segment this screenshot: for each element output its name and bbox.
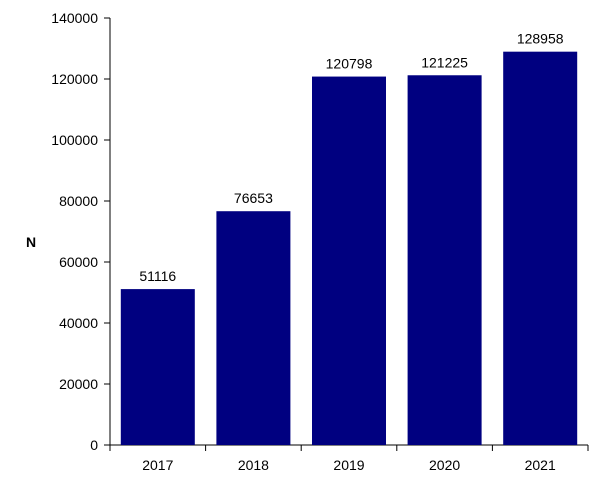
y-tick-label: 40000 [59,315,98,331]
data-label-2018: 76653 [234,190,273,206]
y-tick-label: 60000 [59,254,98,270]
bar-2021 [503,51,578,445]
y-axis: 0 20000 40000 60000 80000 100000 120000 140000 [51,10,111,453]
y-tick-label: 80000 [59,193,98,209]
data-label-2019: 120798 [326,56,373,72]
data-label-2021: 128958 [517,31,564,47]
y-tick-label: 0 [90,437,98,453]
bar-2019 [312,76,386,445]
x-tick-label: 2017 [142,457,173,473]
x-tick-label: 2018 [238,457,269,473]
data-label-2020: 121225 [421,54,468,70]
data-label-2017: 51116 [139,268,176,284]
y-axis-label: N [26,234,36,250]
x-tick-label: 2020 [429,457,460,473]
bar-2020 [407,75,482,446]
bars [120,51,578,446]
x-tick-label: 2019 [333,457,364,473]
data-labels: 51116 76653 120798 121225 128958 [139,31,563,284]
y-tick-label: 120000 [51,71,98,87]
y-tick-label: 140000 [51,10,98,26]
bar-2017 [120,289,195,445]
bar-2018 [216,211,291,445]
y-tick-label: 20000 [59,376,98,392]
x-tick-label: 2021 [525,457,556,473]
y-tick-label: 100000 [51,132,98,148]
x-axis: 2017 2018 2019 2020 2021 [109,444,589,473]
